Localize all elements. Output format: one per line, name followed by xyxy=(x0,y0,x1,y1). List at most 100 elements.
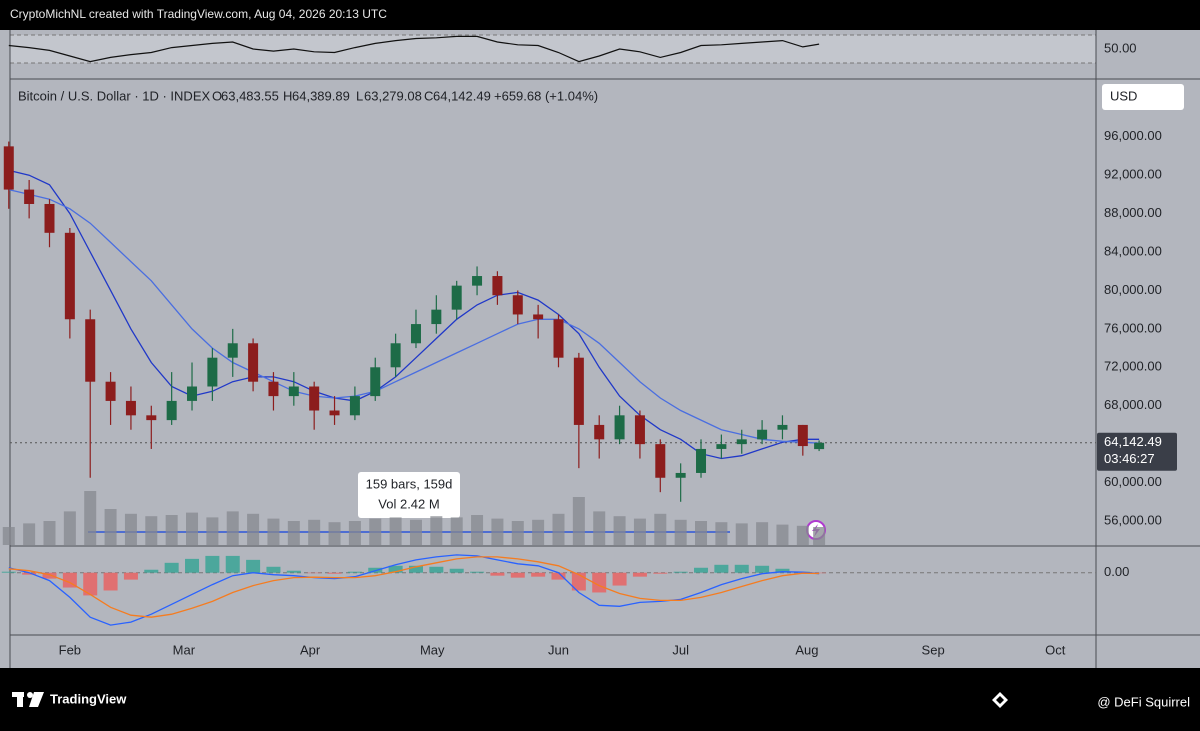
volume-bar xyxy=(63,511,76,545)
line xyxy=(8,169,820,460)
histogram-bar xyxy=(470,571,485,573)
candle-body xyxy=(288,386,299,397)
volume-bar xyxy=(552,513,565,545)
histogram-bar xyxy=(429,566,444,573)
histogram-bar xyxy=(510,572,525,578)
candle-body xyxy=(329,410,340,416)
chart-area xyxy=(0,30,1200,668)
histogram-bar xyxy=(490,572,505,576)
line xyxy=(8,35,820,63)
rsi-band xyxy=(10,35,1096,63)
legend-label: H xyxy=(283,88,292,103)
tooltip-line: 159 bars, 159d xyxy=(366,476,453,491)
legend-label: O xyxy=(212,88,222,103)
histogram-bar xyxy=(62,572,77,588)
last-price-box xyxy=(1097,432,1177,471)
volume-bar xyxy=(430,516,443,545)
volume-bar xyxy=(247,513,260,545)
legend-label: L xyxy=(356,88,363,103)
volume-bar xyxy=(715,522,728,545)
histogram-bar xyxy=(1,571,16,573)
volume-bar xyxy=(84,491,97,545)
y-tick-label: 84,000.00 xyxy=(1104,243,1162,258)
histogram-bar xyxy=(164,562,179,573)
candle-body xyxy=(24,189,35,204)
histogram-bar xyxy=(388,565,403,573)
volume-bar xyxy=(369,518,382,545)
x-tick-label: Aug xyxy=(795,642,818,657)
candle-body xyxy=(777,424,788,430)
volume-bar xyxy=(695,521,708,545)
histogram-bar xyxy=(83,572,98,596)
candle-body xyxy=(451,285,462,310)
histogram-bar xyxy=(612,572,627,586)
volume-bar xyxy=(409,519,422,545)
histogram-bar xyxy=(449,568,464,573)
legend-change: +659.68 (+1.04%) xyxy=(494,88,598,103)
candle-body xyxy=(390,343,401,368)
histogram-bar xyxy=(22,572,37,575)
last-price-label: 64,142.49 xyxy=(1104,434,1162,449)
candle-body xyxy=(207,357,218,387)
candle-body xyxy=(431,309,442,325)
y-tick-label: 76,000.00 xyxy=(1104,320,1162,335)
histogram-bar xyxy=(775,568,790,573)
x-tick-label: Sep xyxy=(922,642,945,657)
x-tick-label: Jun xyxy=(548,642,569,657)
histogram-bar xyxy=(734,564,749,573)
tooltip xyxy=(358,472,460,518)
volume-bar xyxy=(674,519,687,545)
legend-value: 63,483.55 xyxy=(221,88,279,103)
volume-bar xyxy=(308,519,321,545)
volume-bar xyxy=(186,512,199,545)
x-tick-label: Oct xyxy=(1045,642,1066,657)
countdown: 03:46:27 xyxy=(1104,451,1155,466)
candle-body xyxy=(268,381,279,397)
candle-body xyxy=(472,276,483,286)
x-tick-label: Jul xyxy=(672,642,689,657)
candle-body xyxy=(309,386,320,411)
volume-bar xyxy=(796,525,809,545)
candle-body xyxy=(512,295,523,315)
candle-body xyxy=(492,276,503,296)
y-tick-label: 50.00 xyxy=(1104,40,1137,55)
histogram-bar xyxy=(123,572,138,580)
candle-body xyxy=(410,324,421,344)
volume-bar xyxy=(633,518,646,545)
volume-bar xyxy=(104,509,117,545)
brand-logo xyxy=(12,692,44,707)
volume-bar xyxy=(511,521,524,545)
candle-body xyxy=(797,424,808,447)
candle-body xyxy=(64,232,75,320)
volume-bar xyxy=(532,519,545,545)
volume-bar xyxy=(735,523,748,545)
credit: @ DeFi Squirrel xyxy=(1097,694,1190,709)
x-tick-label: May xyxy=(420,642,445,657)
candle-body xyxy=(248,343,259,382)
currency-button[interactable] xyxy=(1102,84,1184,110)
x-tick-label: Apr xyxy=(300,642,321,657)
histogram-bar xyxy=(714,564,729,573)
volume-bar xyxy=(572,497,585,545)
histogram-bar xyxy=(694,567,709,573)
logo-part xyxy=(17,692,23,707)
histogram-bar xyxy=(144,569,159,573)
candle-body xyxy=(573,357,584,425)
volume-bar xyxy=(145,516,158,545)
volume-bar xyxy=(813,527,826,545)
volume-bar xyxy=(389,517,402,545)
y-tick-label: 56,000.00 xyxy=(1104,512,1162,527)
candle-body xyxy=(3,146,14,190)
histogram-bar xyxy=(408,565,423,573)
volume-bar xyxy=(450,517,463,545)
volume-bar xyxy=(328,522,341,545)
candle-body xyxy=(44,203,55,233)
candle-body xyxy=(146,415,157,421)
legend-label: C xyxy=(424,88,433,103)
currency-label: USD xyxy=(1110,88,1137,103)
histogram-bar xyxy=(205,555,220,573)
candle-body xyxy=(533,314,544,320)
volume-bar xyxy=(124,513,137,545)
legend-value: 63,279.08 xyxy=(364,88,422,103)
